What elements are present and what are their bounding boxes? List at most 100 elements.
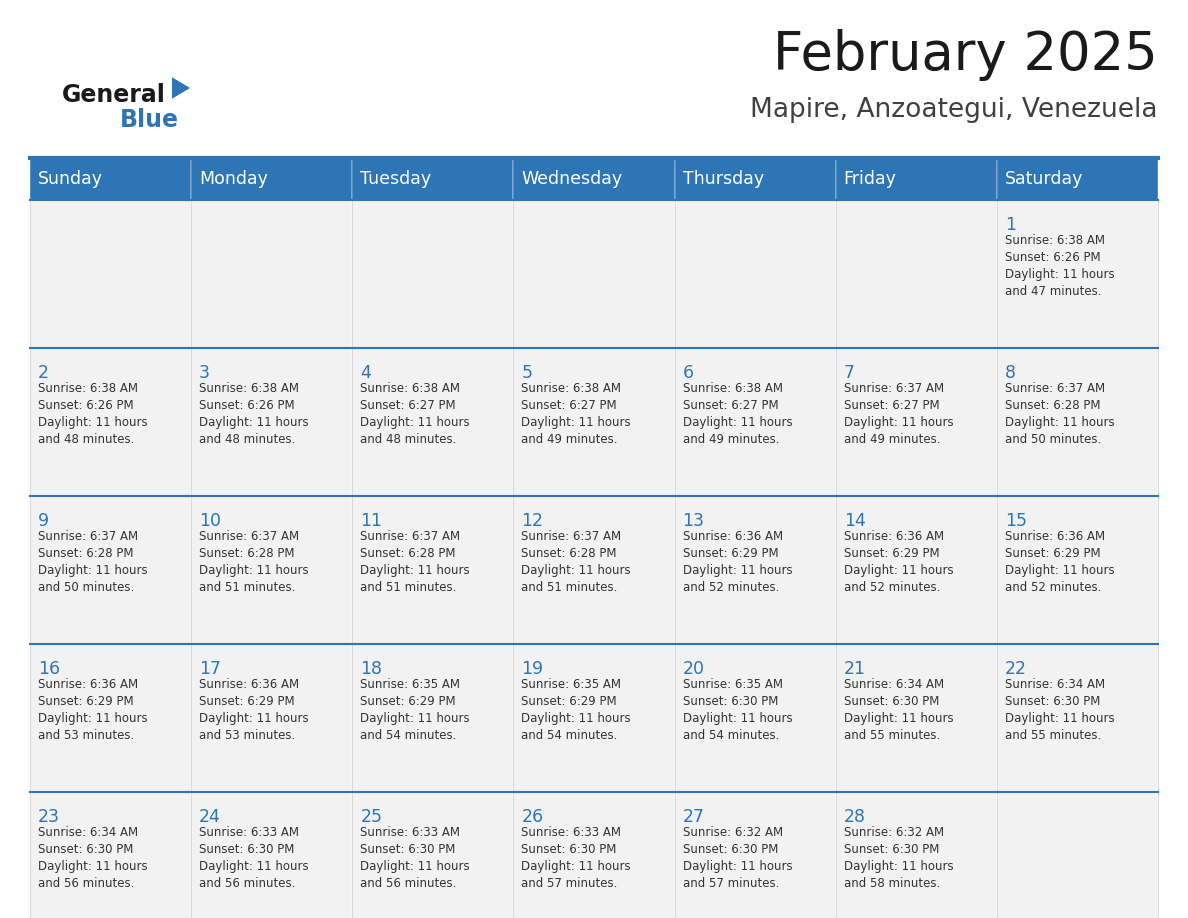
Bar xyxy=(513,158,675,200)
Text: Sunset: 6:30 PM: Sunset: 6:30 PM xyxy=(683,695,778,708)
Text: 25: 25 xyxy=(360,808,383,826)
Text: Sunset: 6:27 PM: Sunset: 6:27 PM xyxy=(683,399,778,412)
Text: Sunrise: 6:37 AM: Sunrise: 6:37 AM xyxy=(360,530,461,543)
Text: Sunset: 6:28 PM: Sunset: 6:28 PM xyxy=(1005,399,1100,412)
Text: Daylight: 11 hours: Daylight: 11 hours xyxy=(843,712,953,725)
Polygon shape xyxy=(172,77,190,99)
Text: and 48 minutes.: and 48 minutes. xyxy=(38,433,134,446)
Text: Daylight: 11 hours: Daylight: 11 hours xyxy=(360,564,470,577)
Text: Daylight: 11 hours: Daylight: 11 hours xyxy=(200,416,309,429)
Text: Sunrise: 6:38 AM: Sunrise: 6:38 AM xyxy=(38,382,138,395)
Text: 2: 2 xyxy=(38,364,49,382)
Text: and 51 minutes.: and 51 minutes. xyxy=(522,581,618,594)
Text: Sunset: 6:29 PM: Sunset: 6:29 PM xyxy=(522,695,617,708)
Text: Sunset: 6:30 PM: Sunset: 6:30 PM xyxy=(1005,695,1100,708)
Text: Daylight: 11 hours: Daylight: 11 hours xyxy=(38,564,147,577)
Bar xyxy=(30,200,191,348)
Text: Daylight: 11 hours: Daylight: 11 hours xyxy=(683,860,792,873)
Text: and 48 minutes.: and 48 minutes. xyxy=(200,433,296,446)
Text: Sunrise: 6:38 AM: Sunrise: 6:38 AM xyxy=(522,382,621,395)
Text: 7: 7 xyxy=(843,364,854,382)
Text: Sunrise: 6:32 AM: Sunrise: 6:32 AM xyxy=(683,826,783,839)
Text: Sunset: 6:27 PM: Sunset: 6:27 PM xyxy=(360,399,456,412)
Text: Mapire, Anzoategui, Venezuela: Mapire, Anzoategui, Venezuela xyxy=(751,97,1158,123)
Text: Daylight: 11 hours: Daylight: 11 hours xyxy=(200,860,309,873)
Text: Daylight: 11 hours: Daylight: 11 hours xyxy=(683,712,792,725)
Text: Sunrise: 6:34 AM: Sunrise: 6:34 AM xyxy=(1005,678,1105,691)
Text: Sunset: 6:30 PM: Sunset: 6:30 PM xyxy=(522,843,617,856)
Text: February 2025: February 2025 xyxy=(773,29,1158,81)
Text: Daylight: 11 hours: Daylight: 11 hours xyxy=(360,712,470,725)
Text: Sunset: 6:28 PM: Sunset: 6:28 PM xyxy=(360,547,456,560)
Text: Friday: Friday xyxy=(843,170,897,188)
Text: Sunset: 6:29 PM: Sunset: 6:29 PM xyxy=(360,695,456,708)
Text: 1: 1 xyxy=(1005,216,1016,234)
Bar xyxy=(835,200,997,348)
Bar xyxy=(675,200,835,348)
Text: Saturday: Saturday xyxy=(1005,170,1083,188)
Text: Sunrise: 6:38 AM: Sunrise: 6:38 AM xyxy=(1005,234,1105,247)
Bar xyxy=(835,348,997,496)
Text: Sunrise: 6:38 AM: Sunrise: 6:38 AM xyxy=(360,382,460,395)
Text: 8: 8 xyxy=(1005,364,1016,382)
Bar xyxy=(675,792,835,918)
Text: Sunset: 6:29 PM: Sunset: 6:29 PM xyxy=(683,547,778,560)
Text: 9: 9 xyxy=(38,512,49,530)
Bar xyxy=(191,158,353,200)
Bar xyxy=(675,496,835,644)
Text: and 51 minutes.: and 51 minutes. xyxy=(200,581,296,594)
Bar xyxy=(835,158,997,200)
Text: Wednesday: Wednesday xyxy=(522,170,623,188)
Text: Sunrise: 6:34 AM: Sunrise: 6:34 AM xyxy=(38,826,138,839)
Text: Sunset: 6:30 PM: Sunset: 6:30 PM xyxy=(200,843,295,856)
Bar xyxy=(30,792,191,918)
Text: 3: 3 xyxy=(200,364,210,382)
Text: Sunset: 6:29 PM: Sunset: 6:29 PM xyxy=(843,547,940,560)
Text: and 54 minutes.: and 54 minutes. xyxy=(360,729,456,742)
Text: Monday: Monday xyxy=(200,170,268,188)
Text: Daylight: 11 hours: Daylight: 11 hours xyxy=(38,712,147,725)
Text: 11: 11 xyxy=(360,512,383,530)
Text: Daylight: 11 hours: Daylight: 11 hours xyxy=(360,416,470,429)
Text: 19: 19 xyxy=(522,660,544,678)
Text: Daylight: 11 hours: Daylight: 11 hours xyxy=(200,712,309,725)
Bar xyxy=(513,644,675,792)
Bar xyxy=(997,348,1158,496)
Bar xyxy=(353,200,513,348)
Bar xyxy=(30,348,191,496)
Text: 5: 5 xyxy=(522,364,532,382)
Text: and 49 minutes.: and 49 minutes. xyxy=(522,433,618,446)
Bar xyxy=(353,496,513,644)
Text: Sunrise: 6:36 AM: Sunrise: 6:36 AM xyxy=(1005,530,1105,543)
Bar xyxy=(675,348,835,496)
Bar xyxy=(191,496,353,644)
Bar xyxy=(353,792,513,918)
Text: and 51 minutes.: and 51 minutes. xyxy=(360,581,456,594)
Bar xyxy=(30,644,191,792)
Text: and 53 minutes.: and 53 minutes. xyxy=(38,729,134,742)
Text: Sunset: 6:26 PM: Sunset: 6:26 PM xyxy=(38,399,133,412)
Text: Daylight: 11 hours: Daylight: 11 hours xyxy=(683,564,792,577)
Text: and 50 minutes.: and 50 minutes. xyxy=(38,581,134,594)
Text: 12: 12 xyxy=(522,512,543,530)
Text: Sunrise: 6:36 AM: Sunrise: 6:36 AM xyxy=(683,530,783,543)
Text: and 49 minutes.: and 49 minutes. xyxy=(683,433,779,446)
Text: and 56 minutes.: and 56 minutes. xyxy=(200,877,296,890)
Text: Daylight: 11 hours: Daylight: 11 hours xyxy=(38,860,147,873)
Bar xyxy=(191,644,353,792)
Bar xyxy=(513,496,675,644)
Text: Sunset: 6:28 PM: Sunset: 6:28 PM xyxy=(200,547,295,560)
Text: Sunrise: 6:37 AM: Sunrise: 6:37 AM xyxy=(843,382,943,395)
Bar xyxy=(30,158,191,200)
Text: Sunrise: 6:33 AM: Sunrise: 6:33 AM xyxy=(522,826,621,839)
Text: 14: 14 xyxy=(843,512,866,530)
Text: Sunrise: 6:37 AM: Sunrise: 6:37 AM xyxy=(1005,382,1105,395)
Text: Sunset: 6:30 PM: Sunset: 6:30 PM xyxy=(38,843,133,856)
Text: and 50 minutes.: and 50 minutes. xyxy=(1005,433,1101,446)
Bar xyxy=(835,792,997,918)
Text: and 47 minutes.: and 47 minutes. xyxy=(1005,285,1101,298)
Text: 22: 22 xyxy=(1005,660,1026,678)
Text: 28: 28 xyxy=(843,808,866,826)
Text: Sunset: 6:30 PM: Sunset: 6:30 PM xyxy=(843,843,939,856)
Bar xyxy=(191,200,353,348)
